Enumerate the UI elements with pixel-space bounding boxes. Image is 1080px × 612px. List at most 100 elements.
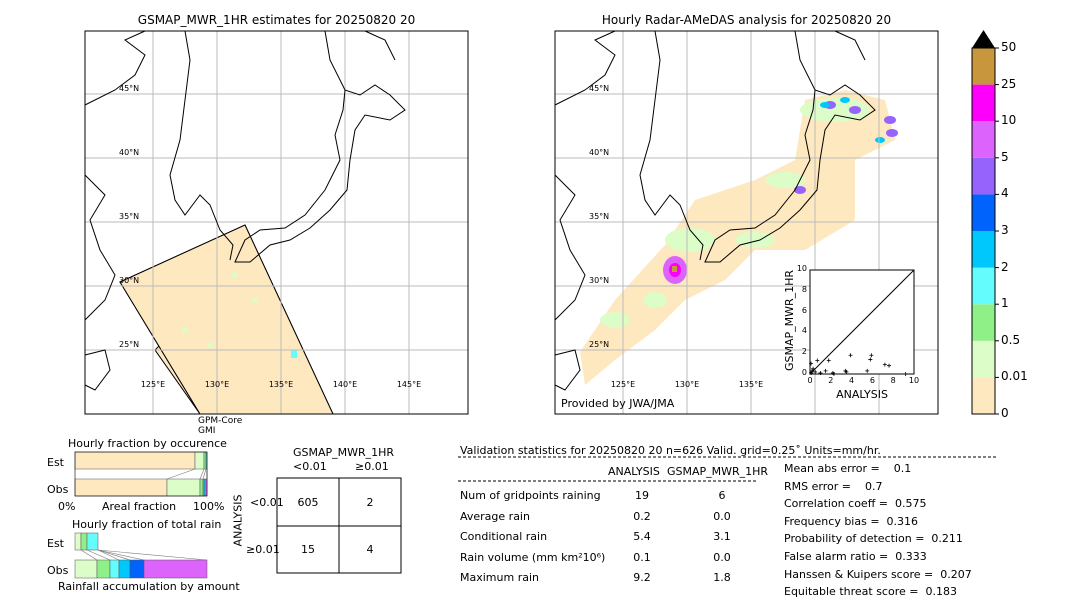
occ-obs-segment — [199, 478, 204, 497]
rain-est-label: Est — [47, 537, 64, 550]
colorbar-extend-arrow — [972, 30, 995, 48]
occ-connector — [199, 468, 205, 480]
rain-obs-segment — [118, 559, 131, 579]
sensor-label-2: GMI — [198, 426, 216, 436]
lat-label: 25°N — [589, 340, 610, 349]
stat-b: 3.1 — [713, 530, 731, 543]
stat-a: 5.4 — [633, 530, 651, 543]
occ-obs-segment — [166, 478, 201, 497]
scatter-point — [887, 363, 892, 368]
lat-label: 40°N — [589, 148, 610, 157]
occ-est-segment — [203, 451, 207, 470]
score-line: Mean abs error = 0.1 — [784, 462, 912, 475]
rain-area — [765, 172, 805, 188]
gmi-swath-fill — [120, 225, 333, 414]
colorbar-label: 50 — [1001, 40, 1017, 54]
colorbar-segment — [972, 267, 995, 305]
validation-header: Validation statistics for 20250820 20 n=… — [460, 444, 881, 457]
colorbar-segment — [972, 194, 995, 231]
rain-cell — [794, 186, 806, 194]
rain-obs-segment — [74, 559, 98, 579]
occ-xlabel: Areal fraction — [102, 500, 177, 513]
colorbar-label: 0.01 — [1001, 369, 1028, 384]
stat-a: 19 — [635, 489, 649, 502]
rain-connector — [97, 549, 208, 561]
contingency-row2: ≥0.01 — [246, 543, 280, 556]
score-line: Frequency bias = 0.316 — [784, 514, 919, 528]
rain-obs-segment — [96, 559, 111, 579]
colorbar-segment — [972, 377, 995, 414]
scatter-diagonal — [809, 269, 915, 375]
scatter-point — [811, 366, 816, 371]
rain-connector — [86, 549, 111, 561]
occ-connector — [166, 468, 196, 480]
lat-label: 30°N — [589, 276, 610, 285]
stat-b: 0.0 — [713, 509, 731, 523]
scatter-point — [823, 368, 828, 373]
rain-connector — [97, 549, 145, 561]
scatter-point — [869, 353, 874, 358]
scatter-point — [882, 362, 887, 367]
scatter-point — [903, 372, 908, 376]
scatter-ytick: 8 — [801, 284, 807, 294]
rain-connector — [97, 549, 131, 561]
credit-label: Provided by JWA/JMA — [561, 397, 675, 410]
stat-b: 0.0 — [713, 550, 731, 564]
contingency-col1: <0.01 — [293, 460, 327, 473]
scatter-point — [844, 369, 849, 374]
contingency-title: GSMAP_MWR_1HR — [293, 446, 395, 459]
stat-a: 9.2 — [633, 571, 651, 584]
rain-area — [665, 228, 715, 252]
scatter-point — [813, 369, 818, 374]
occ-est-segment — [194, 451, 205, 470]
scatter-ylabel: GSMAP_MWR_1HR — [783, 269, 797, 372]
lon-label: 135°E — [268, 380, 294, 389]
scatter-point — [831, 372, 836, 376]
rain-cell — [232, 272, 238, 278]
rain-cell — [207, 342, 213, 348]
japan-coastline — [704, 84, 876, 263]
contingency-col2: ≥0.01 — [355, 460, 389, 473]
lon-label: 130°E — [204, 380, 230, 389]
scatter-xtick: 2 — [828, 376, 834, 385]
scatter-xlabel: ANALYSIS — [836, 388, 888, 401]
occurrence-title: Hourly fraction by occurence — [68, 437, 227, 450]
colorbar-label: 25 — [1001, 76, 1017, 91]
rain-cell — [886, 129, 898, 137]
sensor-label: GPM-Core — [198, 416, 243, 426]
stat-label: Num of gridpoints raining — [460, 489, 601, 502]
lat-label: 35°N — [119, 212, 140, 221]
scatter-point — [868, 357, 873, 362]
left-map-title: GSMAP_MWR_1HR estimates for 20250820 20 — [137, 13, 416, 27]
scatter-point — [810, 368, 815, 373]
occ-frame — [74, 451, 208, 497]
colorbar-label: 0 — [1001, 406, 1009, 420]
rain-cell — [884, 116, 896, 124]
validation-col1: ANALYSIS — [608, 465, 660, 478]
colorbar-segment — [972, 157, 995, 195]
swath-edge — [119, 224, 334, 415]
lon-label: 140°E — [332, 380, 358, 389]
colorbar-label: 1 — [1001, 296, 1009, 311]
lat-label: 35°N — [589, 212, 610, 221]
lon-label: 130°E — [674, 380, 700, 389]
rain-connector — [97, 549, 120, 561]
stat-a: 0.1 — [633, 550, 651, 564]
scatter-ytick: 0 — [801, 368, 807, 377]
colorbar-segment — [972, 231, 995, 268]
scatter-point — [826, 358, 831, 363]
scatter-xtick: 0 — [807, 376, 813, 385]
mainland-coastline — [84, 30, 234, 391]
scatter-point — [818, 370, 823, 375]
left-map-frame — [84, 30, 469, 415]
lon-label: 145°E — [396, 380, 422, 389]
cell-tn: 605 — [297, 496, 319, 509]
japan-coastline — [234, 84, 406, 263]
sakhalin-coastline — [324, 30, 396, 91]
occ-xmin: 0% — [58, 500, 76, 513]
colorbar-segment — [972, 304, 995, 341]
occ-connector — [202, 468, 207, 480]
colorbar-segment — [972, 84, 995, 122]
colorbar-segment — [972, 121, 995, 158]
scatter-point — [809, 370, 814, 375]
